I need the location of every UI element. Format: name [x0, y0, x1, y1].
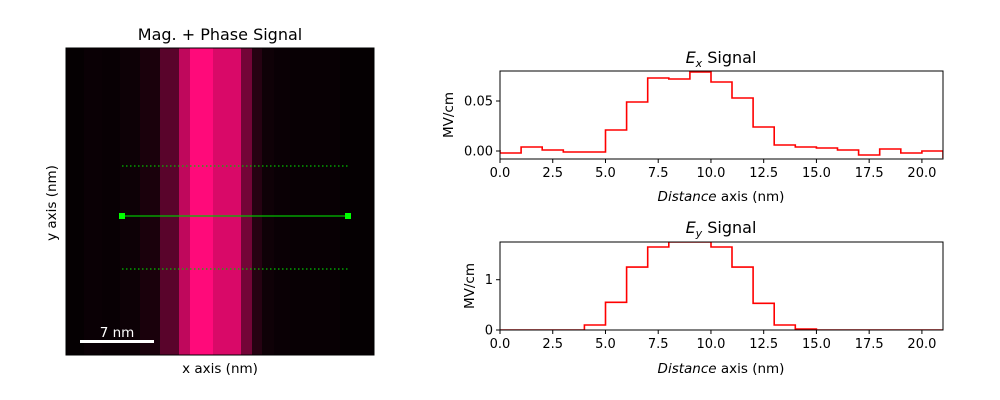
image-column	[241, 48, 252, 355]
image-column	[190, 48, 200, 355]
image-x-axis-label: x axis (nm)	[182, 361, 258, 377]
ex-signal-chart: Ex Signal Distance axis (nm) MV/cm 0.0 2.…	[441, 48, 944, 205]
image-column	[252, 48, 262, 355]
x-tick-label: 7.5	[648, 166, 669, 181]
x-tick-label: 5.0	[595, 166, 616, 181]
image-column	[120, 48, 140, 355]
ex-chart-title: Ex Signal	[686, 48, 757, 70]
ey-x-axis-label: Distance axis (nm)	[658, 361, 785, 377]
x-tick-label: 7.5	[648, 337, 669, 352]
x-tick-label: 10.0	[696, 337, 725, 352]
x-tick-label: 15.0	[802, 166, 831, 181]
x-tick-label: 0.0	[490, 337, 511, 352]
ey-y-axis-label: MV/cm	[462, 263, 478, 309]
x-tick-label: 12.5	[749, 337, 778, 352]
ey-chart-title: Ey Signal	[686, 218, 757, 240]
x-tick-label: 0.0	[490, 166, 511, 181]
profile-start-handle[interactable]	[119, 213, 125, 219]
y-tick-label: 0.05	[464, 95, 493, 110]
x-tick-label: 12.5	[749, 166, 778, 181]
image-column	[84, 48, 102, 355]
ey-signal-chart: Ey Signal Distance axis (nm) MV/cm 0.0 2.…	[462, 218, 944, 377]
x-tick-label: 17.5	[855, 166, 884, 181]
y-tick-label: 0	[485, 324, 493, 339]
image-frame	[65, 47, 375, 356]
image-columns	[66, 48, 374, 355]
x-tick-label: 15.0	[802, 337, 831, 352]
x-tick-label: 20.0	[907, 166, 936, 181]
image-column	[179, 48, 190, 355]
x-tick-label: 2.5	[542, 337, 563, 352]
image-panel-title: Mag. + Phase Signal	[138, 25, 302, 44]
image-column	[274, 48, 290, 355]
signal-step-line	[500, 242, 943, 330]
image-column	[66, 48, 84, 355]
x-tick-label: 20.0	[907, 337, 936, 352]
image-column	[140, 48, 160, 355]
x-tick-label: 17.5	[855, 337, 884, 352]
image-column	[290, 48, 310, 355]
y-tick-label: 1	[485, 273, 493, 288]
ex-y-axis-label: MV/cm	[441, 92, 457, 138]
ex-x-axis-label: Distance axis (nm)	[658, 189, 785, 205]
image-y-axis-label: y axis (nm)	[44, 165, 60, 241]
x-tick-label: 10.0	[696, 166, 725, 181]
x-tick-label: 2.5	[542, 166, 563, 181]
scalebar-label: 7 nm	[100, 325, 135, 341]
image-column	[200, 48, 213, 355]
x-tick-label: 5.0	[595, 337, 616, 352]
profile-end-handle[interactable]	[345, 213, 351, 219]
axes-frame	[499, 241, 944, 331]
scalebar	[80, 340, 154, 343]
image-column	[102, 48, 120, 355]
axes-frame	[499, 70, 944, 160]
signal-step-line	[500, 71, 943, 158]
image-column	[310, 48, 340, 355]
image-column	[262, 48, 274, 355]
image-column	[340, 48, 374, 355]
y-tick-label: 0.00	[464, 145, 493, 160]
image-column	[160, 48, 179, 355]
image-column	[213, 48, 241, 355]
